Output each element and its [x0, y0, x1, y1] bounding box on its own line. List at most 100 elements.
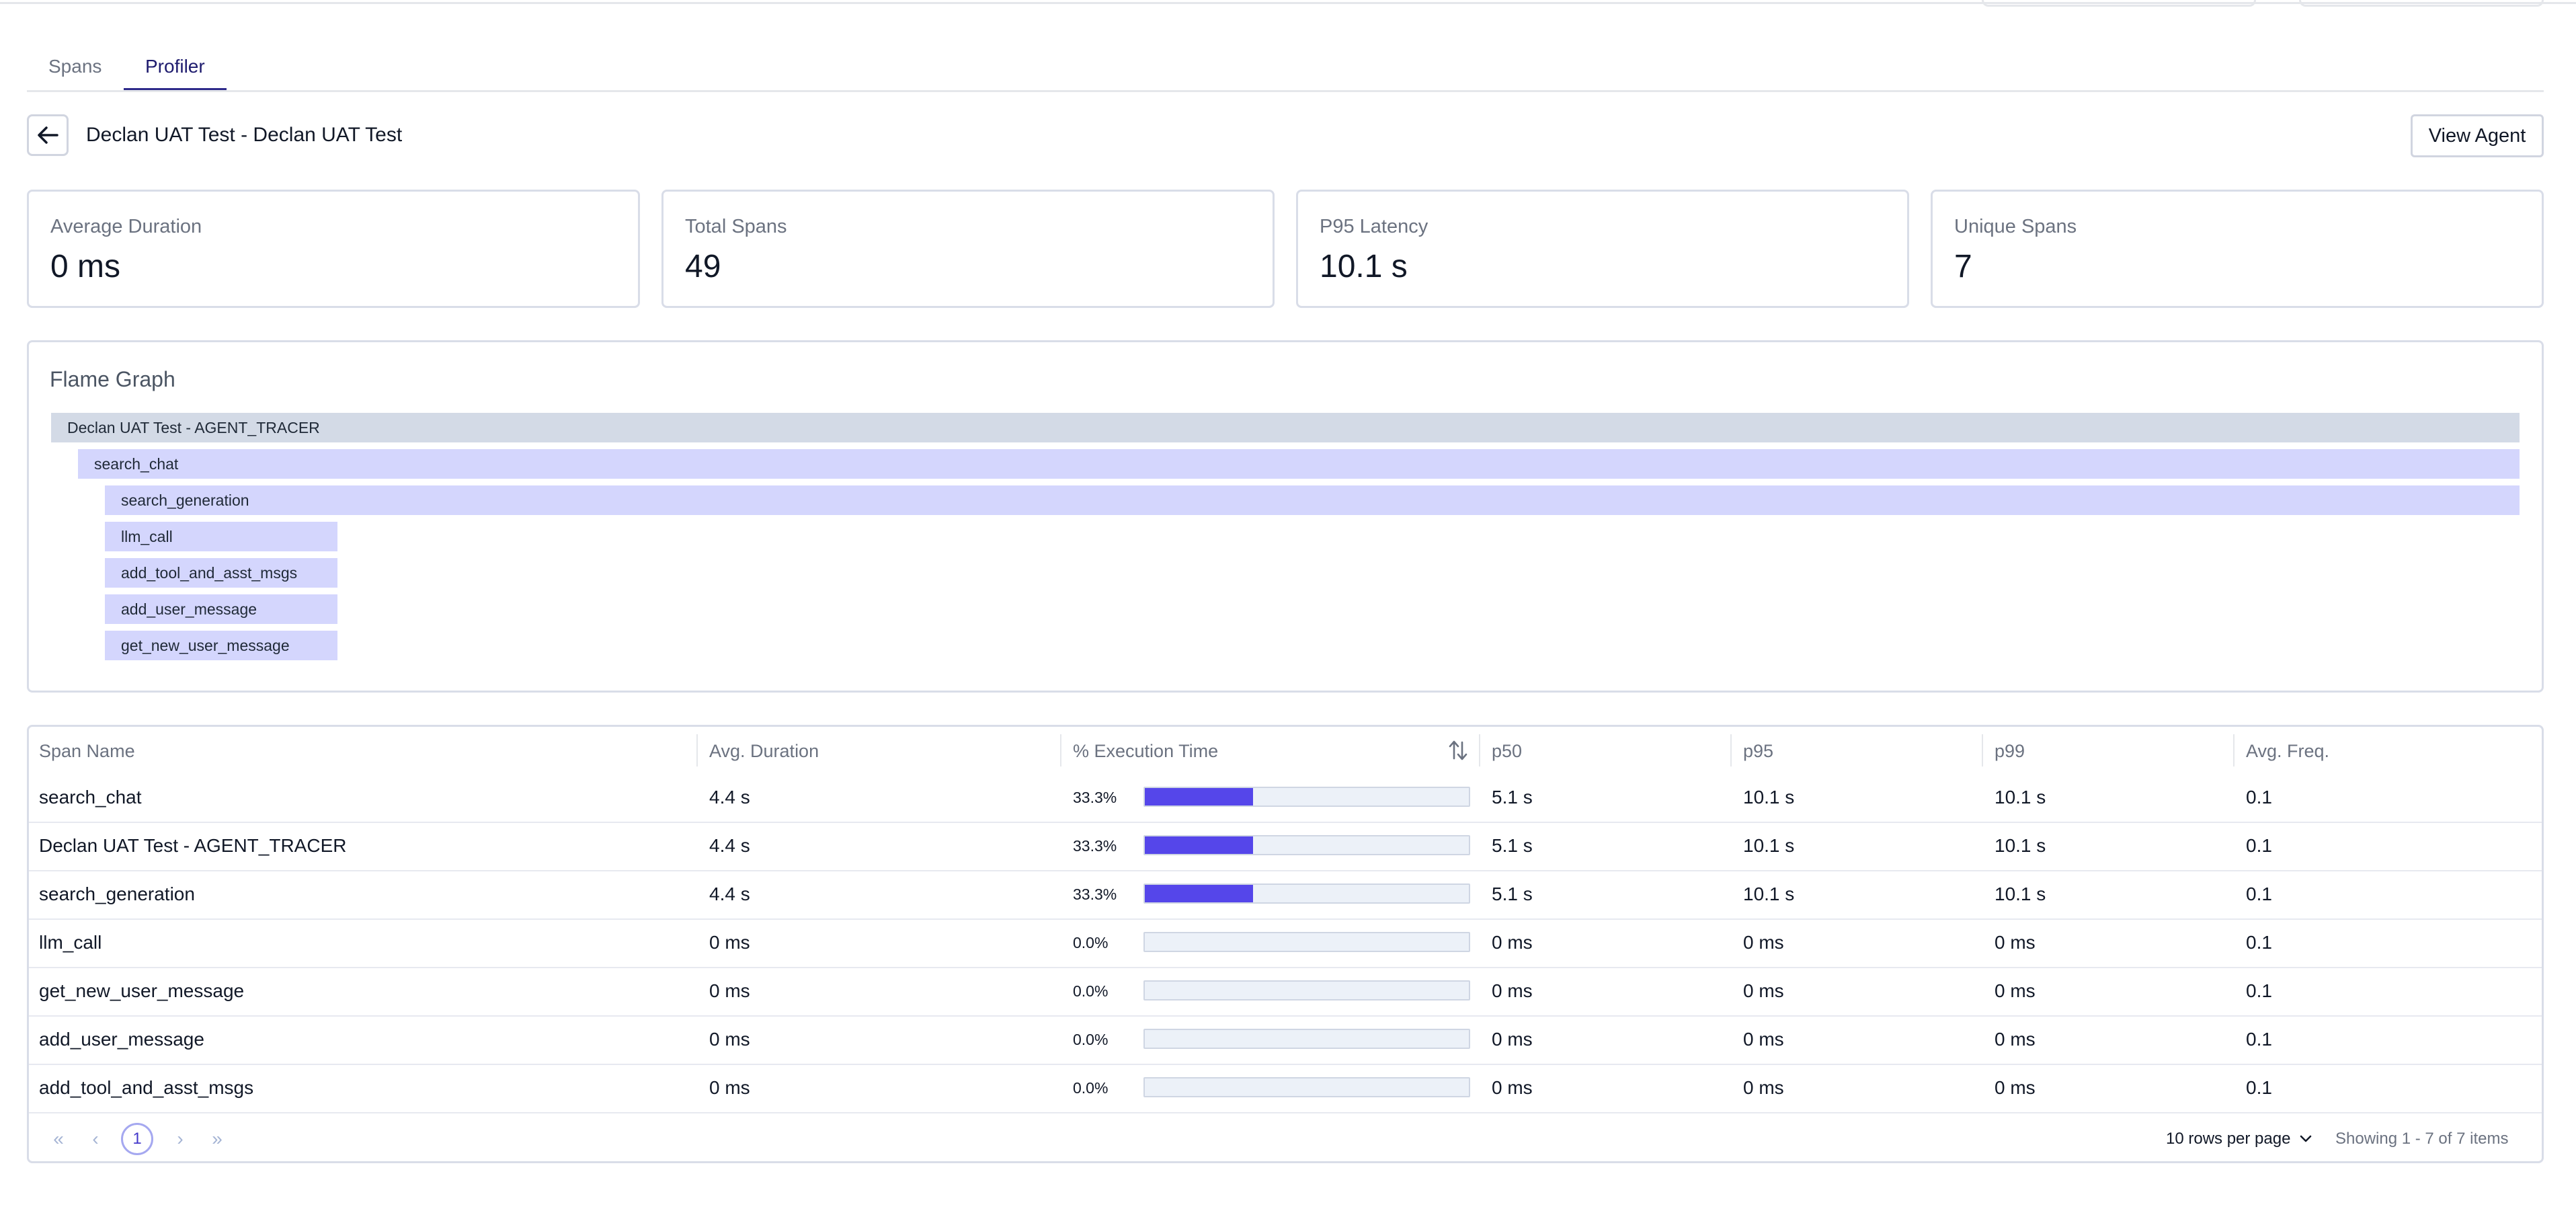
cell-execution-pct: 0.0%	[1073, 982, 1109, 1000]
flame-bar-agent-tracer[interactable]: Declan UAT Test - AGENT_TRACER	[51, 413, 2520, 442]
cell-avg-duration: 0 ms	[709, 980, 750, 1001]
cell-p95: 0 ms	[1743, 1029, 1784, 1050]
flame-bar-add-user-message[interactable]: add_user_message	[105, 594, 337, 624]
cell-execution-pct: 0.0%	[1073, 1079, 1109, 1097]
cell-span-name: search_generation	[39, 884, 195, 904]
column-divider	[1479, 734, 1480, 767]
tab-spans[interactable]: Spans	[48, 56, 102, 77]
row-divider	[29, 1112, 2542, 1113]
stat-value: 10.1 s	[1320, 249, 1408, 284]
back-button[interactable]	[27, 114, 69, 156]
span-table	[27, 725, 2544, 1163]
cell-avg-freq: 0.1	[2246, 1077, 2272, 1098]
tab-profiler[interactable]: Profiler	[124, 52, 227, 91]
row-divider	[29, 870, 2542, 871]
top-control-left[interactable]	[1982, 0, 2256, 7]
column-header-p95[interactable]: p95	[1743, 741, 1774, 761]
cell-execution-pct: 0.0%	[1073, 934, 1109, 951]
flame-bar-llm-call[interactable]: llm_call	[105, 522, 337, 551]
cell-p50: 5.1 s	[1492, 884, 1533, 904]
stat-card-unique-spans: Unique Spans 7	[1931, 190, 2544, 308]
column-header-execution-time[interactable]: % Execution Time	[1073, 741, 1219, 761]
next-page-icon[interactable]: ›	[177, 1128, 184, 1149]
cell-p50: 5.1 s	[1492, 787, 1533, 808]
page-1-button[interactable]: 1	[121, 1123, 153, 1155]
rows-per-page-select[interactable]: 10 rows per page	[2166, 1127, 2312, 1151]
execution-time-bar	[1143, 1077, 1470, 1097]
cell-p50: 0 ms	[1492, 932, 1533, 953]
cell-p95: 0 ms	[1743, 980, 1784, 1001]
cell-avg-freq: 0.1	[2246, 980, 2272, 1001]
cell-avg-freq: 0.1	[2246, 932, 2272, 953]
cell-avg-duration: 0 ms	[709, 932, 750, 953]
cell-execution-pct: 33.3%	[1073, 789, 1117, 806]
cell-avg-duration: 0 ms	[709, 1029, 750, 1050]
stat-value: 0 ms	[50, 249, 121, 284]
stat-value: 7	[1954, 249, 1972, 284]
cell-p95: 10.1 s	[1743, 884, 1795, 904]
flame-bar-add-tool-and-asst-msgs[interactable]: add_tool_and_asst_msgs	[105, 558, 337, 588]
first-page-icon[interactable]: «	[53, 1128, 64, 1149]
previous-page-icon[interactable]: ‹	[92, 1128, 99, 1149]
column-divider	[1982, 734, 1983, 767]
cell-p50: 0 ms	[1492, 1077, 1533, 1098]
top-control-right[interactable]	[2299, 0, 2544, 7]
sort-arrows-icon[interactable]	[1448, 738, 1468, 762]
flame-graph-title: Flame Graph	[50, 367, 175, 391]
execution-time-bar	[1143, 835, 1470, 855]
cell-span-name: add_user_message	[39, 1029, 204, 1050]
cell-avg-duration: 4.4 s	[709, 835, 750, 856]
stat-card-total-spans: Total Spans 49	[661, 190, 1275, 308]
pagination-summary: Showing 1 - 7 of 7 items	[2335, 1130, 2509, 1148]
column-header-avg-duration[interactable]: Avg. Duration	[709, 741, 819, 761]
chevron-down-icon	[2300, 1135, 2312, 1142]
cell-avg-duration: 0 ms	[709, 1077, 750, 1098]
cell-p99: 0 ms	[1995, 980, 2036, 1001]
execution-time-bar	[1143, 1029, 1470, 1049]
row-divider	[29, 918, 2542, 920]
cell-p50: 5.1 s	[1492, 835, 1533, 856]
execution-time-bar	[1143, 980, 1470, 1000]
cell-p95: 0 ms	[1743, 1077, 1784, 1098]
cell-p95: 10.1 s	[1743, 835, 1795, 856]
column-header-avg-freq[interactable]: Avg. Freq.	[2246, 741, 2330, 761]
flame-bar-get-new-user-message[interactable]: get_new_user_message	[105, 631, 337, 660]
execution-time-fill	[1145, 836, 1253, 854]
stat-label: Average Duration	[50, 216, 202, 237]
stat-card-p95-latency: P95 Latency 10.1 s	[1296, 190, 1909, 308]
flame-graph-panel	[27, 340, 2544, 693]
cell-span-name: search_chat	[39, 787, 142, 808]
stat-label: Unique Spans	[1954, 216, 2077, 237]
flame-bar-search-chat[interactable]: search_chat	[78, 449, 2520, 479]
execution-time-bar	[1143, 932, 1470, 952]
cell-p95: 0 ms	[1743, 932, 1784, 953]
stat-label: P95 Latency	[1320, 216, 1428, 237]
cell-p95: 10.1 s	[1743, 787, 1795, 808]
column-divider	[696, 734, 698, 767]
flame-bar-search-generation[interactable]: search_generation	[105, 485, 2520, 515]
view-agent-button[interactable]: View Agent	[2411, 114, 2544, 157]
row-divider	[29, 1064, 2542, 1065]
cell-p99: 10.1 s	[1995, 787, 2046, 808]
column-header-span-name[interactable]: Span Name	[39, 741, 135, 761]
column-header-p50[interactable]: p50	[1492, 741, 1523, 761]
row-divider	[29, 822, 2542, 823]
cell-avg-duration: 4.4 s	[709, 787, 750, 808]
last-page-icon[interactable]: »	[212, 1128, 223, 1149]
cell-p99: 0 ms	[1995, 1029, 2036, 1050]
cell-execution-pct: 33.3%	[1073, 886, 1117, 903]
tab-divider	[27, 90, 2544, 92]
column-header-p99[interactable]: p99	[1995, 741, 2025, 761]
stat-label: Total Spans	[685, 216, 787, 237]
cell-avg-freq: 0.1	[2246, 884, 2272, 904]
column-divider	[1730, 734, 1732, 767]
execution-time-bar	[1143, 787, 1470, 807]
row-divider	[29, 1015, 2542, 1017]
execution-time-fill	[1145, 885, 1253, 902]
cell-execution-pct: 0.0%	[1073, 1031, 1109, 1048]
cell-p99: 10.1 s	[1995, 884, 2046, 904]
cell-p50: 0 ms	[1492, 1029, 1533, 1050]
page-title: Declan UAT Test - Declan UAT Test	[86, 124, 403, 146]
cell-p50: 0 ms	[1492, 980, 1533, 1001]
cell-p99: 0 ms	[1995, 932, 2036, 953]
